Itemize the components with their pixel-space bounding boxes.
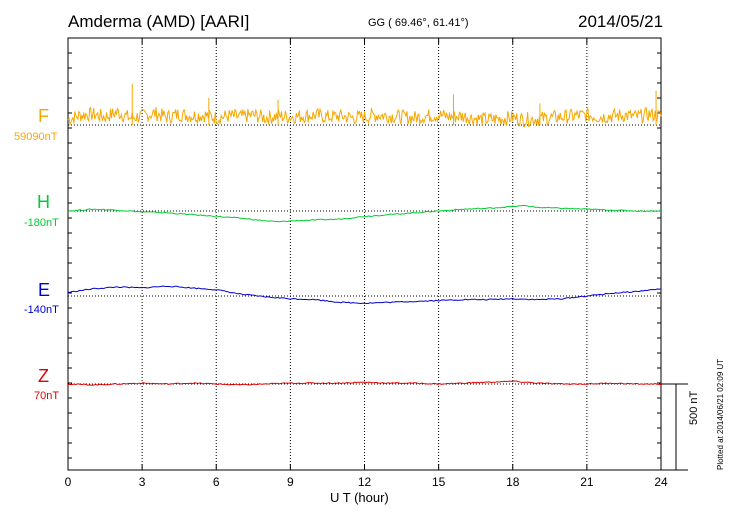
x-tick-label-0: 0 [65, 475, 72, 489]
scale-bar [661, 383, 688, 471]
x-axis-label: U T (hour) [330, 490, 389, 505]
geographic-coordinates: GG ( 69.46°, 61.41°) [368, 17, 469, 29]
baseline-label-h: -180nT [24, 217, 59, 229]
baseline-label-z: 70nT [34, 390, 60, 402]
component-label-h: H [37, 192, 50, 212]
x-tick-label-18: 18 [506, 475, 520, 489]
series-line-f [67, 106, 662, 128]
x-tick-label-21: 21 [580, 475, 594, 489]
date-label: 2014/05/21 [578, 12, 664, 31]
series-line-e [67, 285, 662, 305]
x-tick-label-24: 24 [654, 475, 668, 489]
x-tick-label-3: 3 [139, 475, 146, 489]
baseline-label-e: -140nT [24, 304, 59, 316]
x-tick-label-6: 6 [213, 475, 220, 489]
series-line-h [67, 205, 662, 223]
station-title: Amderma (AMD) [AARI] [68, 12, 250, 31]
plotted-timestamp: Plotted at 2014/06/21 02:09 UT [716, 358, 725, 470]
series-group [67, 83, 662, 386]
scale-bar-label: 500 nT [688, 390, 700, 425]
x-tick-label-15: 15 [432, 475, 446, 489]
axis-ticks: 0 3 6 9 12 15 18 21 24 [65, 38, 668, 489]
baseline-label-f: 59090nT [14, 131, 58, 143]
component-label-z: Z [38, 366, 49, 386]
component-label-e: E [38, 280, 51, 300]
x-tick-label-9: 9 [287, 475, 294, 489]
grid-lines [68, 38, 661, 470]
series-line-z [67, 380, 662, 386]
component-label-f: F [38, 106, 49, 126]
x-tick-label-12: 12 [358, 475, 372, 489]
